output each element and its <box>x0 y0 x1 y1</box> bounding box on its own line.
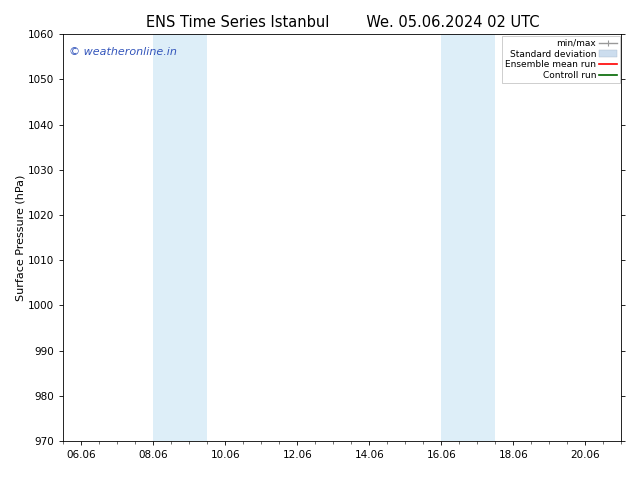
Bar <box>441 34 495 441</box>
Legend: min/max, Standard deviation, Ensemble mean run, Controll run: min/max, Standard deviation, Ensemble me… <box>502 36 619 83</box>
Bar <box>153 34 207 441</box>
Text: © weatheronline.in: © weatheronline.in <box>69 47 177 56</box>
Y-axis label: Surface Pressure (hPa): Surface Pressure (hPa) <box>15 174 25 301</box>
Title: ENS Time Series Istanbul        We. 05.06.2024 02 UTC: ENS Time Series Istanbul We. 05.06.2024 … <box>146 15 539 30</box>
